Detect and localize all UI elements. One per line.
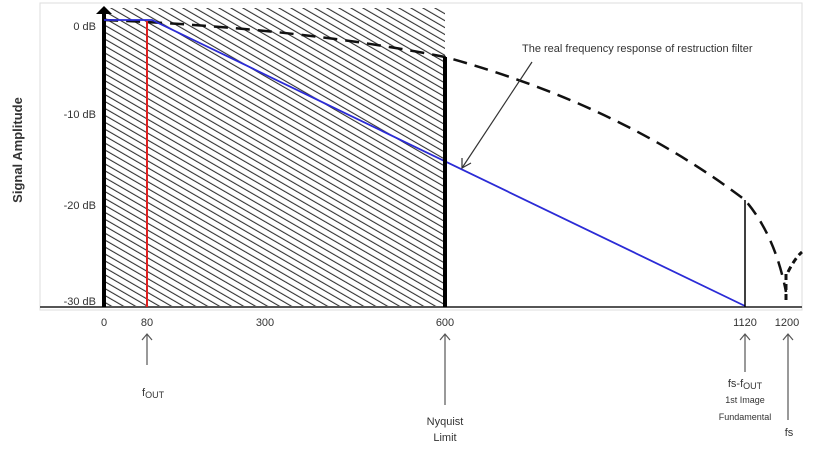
image-label-line2: 1st Image <box>725 395 765 405</box>
annotation-text: The real frequency response of restructi… <box>522 43 753 55</box>
nyquist-label-line1: Nyquist <box>427 416 464 428</box>
y-tick: -30 dB <box>64 296 96 308</box>
y-tick: 0 dB <box>73 21 96 33</box>
x-tick: 1120 <box>733 317 757 329</box>
y-axis-arrow-icon <box>96 6 112 14</box>
x-tick: 1200 <box>775 317 799 329</box>
y-tick: -20 dB <box>64 200 96 212</box>
nyquist-label-line2: Limit <box>433 432 456 444</box>
x-tick: 300 <box>256 317 274 329</box>
annotation-arrowhead-icon <box>461 158 472 170</box>
sinc-envelope-curve <box>103 18 788 293</box>
fout-label: fOUT <box>142 387 165 400</box>
image-label-line3: Fundamental <box>719 412 772 422</box>
passband-hatched-region <box>104 8 445 307</box>
image-label: fs-fOUT <box>728 378 763 391</box>
x-tick: 80 <box>141 317 153 329</box>
x-tick: 0 <box>101 317 107 329</box>
filter-response-line <box>104 19 746 307</box>
plot-frame <box>39 2 803 311</box>
x-tick: 600 <box>436 317 454 329</box>
y-axis-title: Signal Amplitude <box>10 97 25 203</box>
marker-arrows <box>141 333 794 420</box>
sinc-envelope-rise <box>784 250 804 300</box>
annotation-arrow <box>461 61 533 169</box>
fs-label: fs <box>785 427 794 439</box>
y-tick: -10 dB <box>64 109 96 121</box>
